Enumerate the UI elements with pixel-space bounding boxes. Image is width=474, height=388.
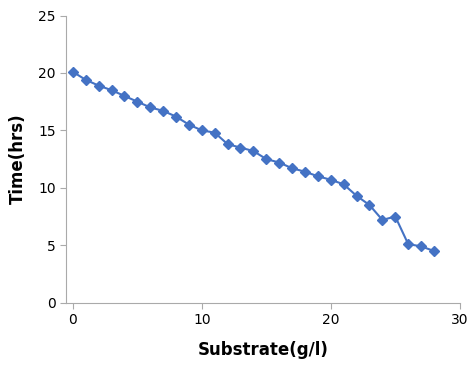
Y-axis label: Time(hrs): Time(hrs): [9, 114, 27, 204]
X-axis label: Substrate(g/l): Substrate(g/l): [198, 341, 328, 359]
